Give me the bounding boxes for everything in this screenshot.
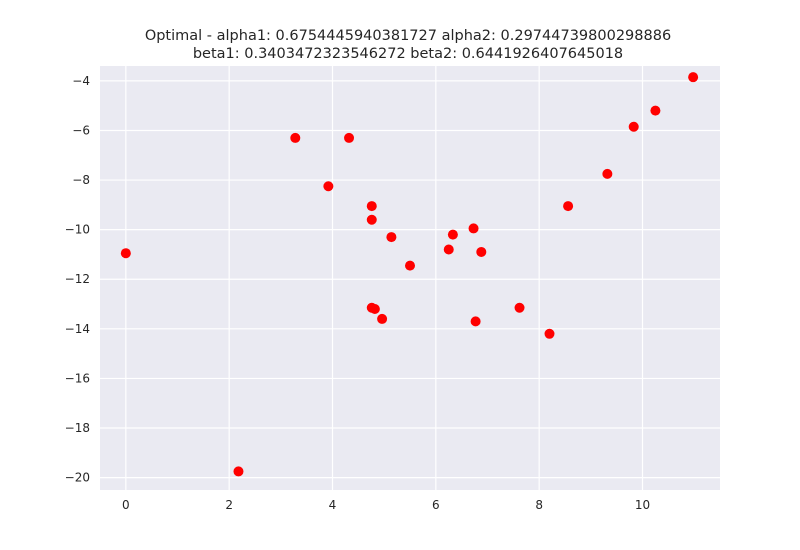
chart-title-line-2: beta1: 0.3403472323546272 beta2: 0.64419… bbox=[193, 46, 623, 62]
data-point bbox=[366, 214, 377, 225]
data-point bbox=[602, 168, 613, 179]
x-tick-label: 4 bbox=[329, 498, 337, 512]
data-point bbox=[323, 181, 334, 192]
data-point bbox=[628, 121, 639, 132]
y-tick-label: −12 bbox=[65, 272, 90, 286]
data-point bbox=[405, 260, 415, 271]
data-point bbox=[514, 302, 525, 313]
data-point bbox=[447, 229, 458, 240]
data-point bbox=[563, 201, 574, 212]
data-points bbox=[120, 72, 699, 477]
data-point bbox=[650, 105, 661, 116]
data-point bbox=[120, 248, 131, 259]
data-point bbox=[344, 132, 355, 143]
data-point bbox=[366, 201, 377, 212]
y-tick-label: −20 bbox=[65, 471, 90, 485]
x-tick-label: 2 bbox=[225, 498, 233, 512]
y-tick-label: −6 bbox=[72, 123, 90, 137]
grid-lines bbox=[100, 66, 720, 490]
data-point bbox=[290, 132, 301, 143]
x-axis-ticks: 0 2 4 6 8 10 bbox=[122, 498, 650, 512]
x-tick-label: 10 bbox=[635, 498, 650, 512]
y-tick-label: −16 bbox=[65, 371, 90, 385]
data-point bbox=[688, 72, 699, 83]
y-tick-label: −14 bbox=[65, 322, 90, 336]
y-tick-label: −10 bbox=[65, 223, 90, 237]
y-tick-label: −8 bbox=[72, 173, 90, 187]
x-tick-label: 6 bbox=[432, 498, 440, 512]
data-point bbox=[476, 246, 487, 257]
data-point bbox=[470, 316, 481, 327]
data-point bbox=[443, 244, 454, 255]
x-tick-label: 8 bbox=[535, 498, 543, 512]
data-point bbox=[377, 313, 388, 324]
y-axis-ticks: −20 −18 −16 −14 −12 −10 −8 −6 −4 bbox=[65, 74, 90, 485]
y-tick-label: −18 bbox=[65, 421, 90, 435]
data-point bbox=[544, 328, 555, 339]
data-point bbox=[386, 232, 397, 243]
data-point bbox=[233, 466, 244, 477]
chart-title-line-1: Optimal - alpha1: 0.6754445940381727 alp… bbox=[145, 28, 671, 44]
plot-area bbox=[100, 66, 720, 490]
data-point bbox=[468, 223, 479, 234]
data-point bbox=[369, 303, 380, 314]
x-tick-label: 0 bbox=[122, 498, 130, 512]
y-tick-label: −4 bbox=[72, 74, 90, 88]
